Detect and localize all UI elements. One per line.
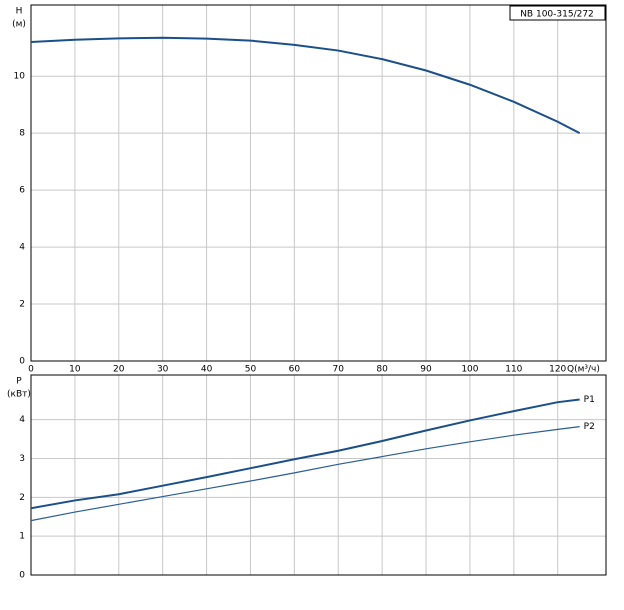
y-tick-label: 4: [19, 243, 25, 253]
y-tick-label: 2: [19, 493, 25, 503]
data-line: [30, 426, 580, 522]
x-tick-label: 10: [69, 365, 81, 375]
x-tick-label: 100: [461, 365, 478, 375]
x-tick-label: 80: [376, 365, 388, 375]
x-axis-label: Q(м³/ч): [567, 365, 600, 375]
chart-title: NB 100-315/272: [520, 10, 594, 20]
plot-frame: [30, 374, 607, 576]
y-axis-label: H: [16, 7, 23, 17]
series-label: P2: [584, 422, 595, 432]
x-tick-label: 0: [28, 365, 34, 375]
y-tick-label: 4: [19, 415, 25, 425]
x-tick-label: 20: [113, 365, 125, 375]
y-tick-label: 10: [14, 72, 26, 82]
y-tick-label: 8: [19, 129, 25, 139]
x-tick-label: 110: [505, 365, 522, 375]
series-label: P1: [584, 395, 595, 405]
x-tick-label: 50: [245, 365, 257, 375]
x-tick-label: 60: [289, 365, 301, 375]
y-tick-label: 0: [19, 571, 25, 581]
data-line: [30, 398, 580, 510]
x-tick-label: 30: [157, 365, 169, 375]
y-tick-label: 2: [19, 300, 25, 310]
x-tick-label: 90: [420, 365, 432, 375]
y-axis-label: P: [16, 377, 22, 387]
y-axis-unit: (кВт): [7, 390, 31, 400]
x-tick-label: 120: [549, 365, 566, 375]
x-tick-label: 70: [333, 365, 345, 375]
y-tick-label: 3: [19, 454, 25, 464]
y-tick-label: 0: [19, 357, 25, 367]
data-line: [30, 36, 581, 135]
y-tick-label: 6: [19, 186, 25, 196]
y-axis-unit: (м): [12, 20, 26, 30]
plot-frame: [30, 4, 607, 362]
title-box: [509, 5, 606, 21]
x-tick-label: 40: [201, 365, 213, 375]
y-tick-label: 1: [19, 532, 25, 542]
